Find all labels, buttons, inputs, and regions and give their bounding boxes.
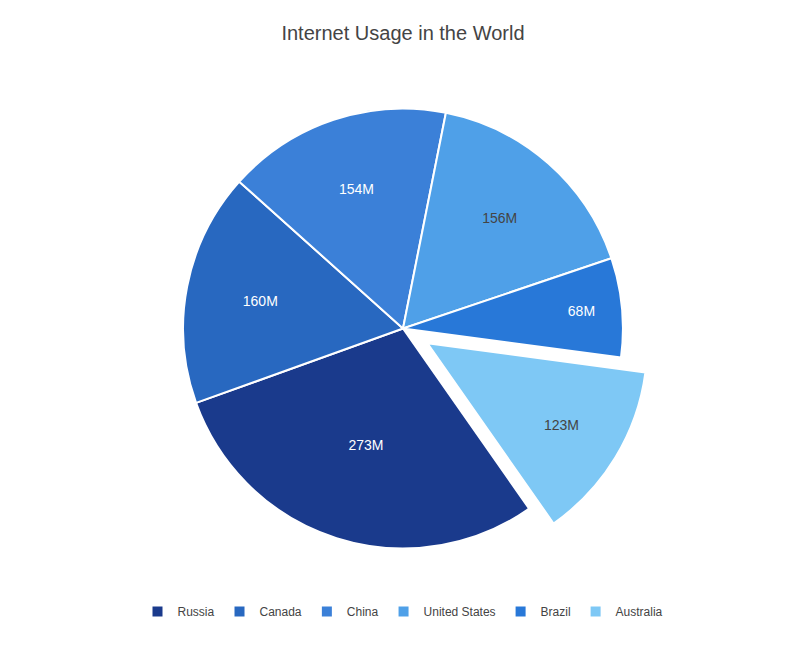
svg-text:156M: 156M bbox=[482, 210, 517, 226]
svg-text:China: China bbox=[347, 605, 379, 619]
svg-text:273M: 273M bbox=[348, 437, 383, 453]
svg-text:Russia: Russia bbox=[178, 605, 215, 619]
svg-text:Internet Usage in the World: Internet Usage in the World bbox=[281, 22, 524, 44]
svg-text:160M: 160M bbox=[243, 293, 278, 309]
svg-text:Australia: Australia bbox=[616, 605, 663, 619]
svg-text:154M: 154M bbox=[339, 181, 374, 197]
svg-text:123M: 123M bbox=[544, 417, 579, 433]
svg-text:Canada: Canada bbox=[260, 605, 302, 619]
svg-text:United States: United States bbox=[424, 605, 496, 619]
svg-text:Brazil: Brazil bbox=[541, 605, 571, 619]
svg-text:68M: 68M bbox=[568, 303, 595, 319]
